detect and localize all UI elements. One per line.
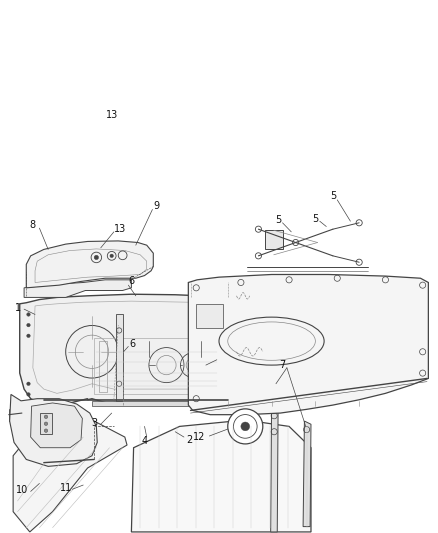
Text: 3: 3 (91, 418, 97, 427)
Polygon shape (20, 294, 237, 406)
Text: 8: 8 (30, 220, 36, 230)
Text: 6: 6 (128, 277, 134, 286)
Circle shape (44, 415, 48, 418)
Text: 1: 1 (14, 303, 21, 313)
Polygon shape (13, 418, 127, 532)
Text: 2: 2 (186, 435, 192, 445)
Polygon shape (271, 404, 278, 532)
Text: 5: 5 (275, 215, 281, 224)
Text: 5: 5 (312, 214, 318, 223)
Text: 13: 13 (106, 110, 118, 119)
Circle shape (110, 254, 113, 257)
Polygon shape (116, 314, 123, 401)
Text: 9: 9 (154, 201, 160, 211)
Polygon shape (26, 241, 153, 288)
Circle shape (255, 253, 261, 259)
Polygon shape (131, 420, 311, 532)
Circle shape (293, 239, 299, 246)
Circle shape (255, 226, 261, 232)
Circle shape (27, 324, 30, 327)
Polygon shape (42, 457, 74, 464)
Text: 12: 12 (193, 432, 205, 442)
Polygon shape (24, 280, 131, 297)
Polygon shape (40, 413, 52, 434)
Polygon shape (92, 401, 219, 406)
Text: 4: 4 (141, 436, 148, 446)
Circle shape (27, 313, 30, 316)
Circle shape (27, 382, 30, 385)
Text: 11: 11 (60, 483, 72, 493)
Circle shape (356, 259, 362, 265)
Circle shape (241, 422, 250, 431)
Polygon shape (196, 304, 223, 328)
Circle shape (27, 334, 30, 337)
Text: 6: 6 (129, 339, 135, 349)
Circle shape (44, 422, 48, 425)
Text: 10: 10 (16, 486, 28, 495)
Circle shape (44, 429, 48, 432)
Polygon shape (10, 394, 97, 466)
Text: 13: 13 (114, 224, 127, 234)
Circle shape (94, 255, 99, 260)
Polygon shape (303, 421, 311, 527)
Polygon shape (188, 274, 428, 415)
Text: 7: 7 (279, 360, 286, 370)
Circle shape (228, 409, 263, 444)
Polygon shape (265, 230, 283, 249)
Polygon shape (31, 403, 82, 448)
Circle shape (27, 393, 30, 396)
Circle shape (356, 220, 362, 226)
Text: 5: 5 (330, 191, 336, 200)
